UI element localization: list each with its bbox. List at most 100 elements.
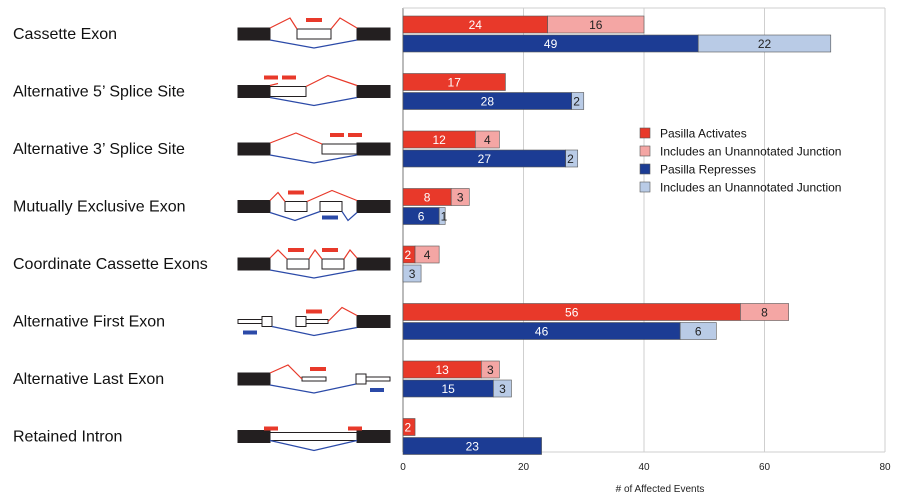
exclusion-junction bbox=[269, 210, 321, 222]
bar-value-label: 17 bbox=[448, 76, 462, 90]
x-axis: 0 20 40 60 80 # of Affected Events bbox=[400, 462, 891, 495]
bar-segment bbox=[402, 418, 416, 436]
bar-value-label: 23 bbox=[466, 440, 480, 454]
category-label: Retained Intron bbox=[13, 429, 122, 446]
bar-segment bbox=[565, 149, 579, 168]
exon-white bbox=[284, 201, 308, 212]
bar-segment bbox=[740, 303, 789, 321]
category-label: Alternative First Exon bbox=[13, 314, 165, 331]
category-label: Alternative 5’ Splice Site bbox=[13, 84, 185, 101]
bar-value-label: 3 bbox=[487, 363, 494, 377]
x-axis-title: # of Affected Events bbox=[616, 484, 705, 495]
bar-segment bbox=[474, 130, 500, 149]
exon-black bbox=[356, 142, 391, 156]
bar-value-label: 4 bbox=[424, 248, 431, 262]
legend-swatch bbox=[639, 145, 651, 157]
exon-black bbox=[356, 257, 391, 271]
bar-value-label: 3 bbox=[499, 382, 506, 396]
splicing-diagrams bbox=[237, 17, 391, 452]
exon-white bbox=[296, 28, 332, 40]
x-tick-label: 80 bbox=[879, 462, 891, 473]
red-marker bbox=[264, 426, 278, 431]
exon-white bbox=[286, 258, 310, 270]
bar-value-label: 6 bbox=[695, 325, 702, 339]
bar-value-label: 27 bbox=[478, 152, 492, 166]
red-marker bbox=[348, 426, 362, 431]
x-tick-label: 20 bbox=[518, 462, 530, 473]
blue-marker bbox=[243, 330, 257, 335]
inclusion-junction bbox=[269, 191, 286, 202]
bar-value-label: 13 bbox=[435, 363, 449, 377]
bar-segment bbox=[450, 188, 470, 206]
legend: Pasilla Activates Includes an Unannotated… bbox=[639, 127, 841, 195]
bar-segment bbox=[679, 322, 717, 340]
legend-label: Includes an Unannotated Junction bbox=[660, 181, 841, 195]
bar-value-label: 1 bbox=[441, 210, 448, 224]
red-marker bbox=[288, 248, 304, 252]
red-marker bbox=[288, 190, 304, 195]
bar-segment bbox=[547, 15, 645, 34]
bar-value-label: 56 bbox=[565, 306, 579, 320]
bar-value-label: 8 bbox=[424, 191, 431, 205]
red-marker bbox=[306, 309, 322, 314]
bar-value-label: 15 bbox=[442, 382, 456, 396]
legend-swatch bbox=[639, 181, 651, 193]
x-tick-label: 0 bbox=[400, 462, 406, 473]
exclusion-junction bbox=[271, 325, 358, 337]
exon-black bbox=[237, 27, 271, 41]
inclusion-junction bbox=[269, 132, 323, 145]
exon-white bbox=[301, 376, 327, 382]
legend-label: Pasilla Represses bbox=[660, 163, 756, 177]
exclusion-junction bbox=[341, 211, 358, 222]
exon-black bbox=[237, 200, 271, 213]
exon-white bbox=[237, 319, 263, 324]
exclusion-junction bbox=[269, 96, 358, 107]
legend-swatch bbox=[639, 127, 651, 139]
inclusion-junction bbox=[269, 249, 288, 260]
bar-value-label: 46 bbox=[535, 325, 549, 339]
legend-label: Includes an Unannotated Junction bbox=[660, 145, 841, 159]
exclusion-junction bbox=[269, 439, 358, 452]
exon-black bbox=[356, 200, 391, 213]
bar-value-label: 6 bbox=[418, 210, 425, 224]
inclusion-junction bbox=[269, 82, 279, 87]
exon-white bbox=[305, 319, 329, 324]
exon-white bbox=[321, 258, 345, 270]
red-marker bbox=[310, 367, 326, 371]
bar-value-label: 49 bbox=[544, 37, 558, 51]
bar-value-label: 2 bbox=[405, 421, 412, 435]
category-label: Alternative 3’ Splice Site bbox=[13, 141, 185, 158]
bar-value-label: 4 bbox=[484, 133, 491, 147]
inclusion-junction bbox=[305, 74, 358, 88]
bar-segment bbox=[414, 245, 440, 264]
exclusion-junction bbox=[269, 39, 358, 49]
category-label: Mutually Exclusive Exon bbox=[13, 199, 186, 216]
exon-black bbox=[237, 142, 271, 156]
inclusion-junction bbox=[269, 17, 298, 30]
bar-segment bbox=[697, 34, 832, 53]
bar-segment bbox=[438, 207, 446, 225]
exon-black bbox=[237, 430, 271, 443]
bar-value-label: 2 bbox=[405, 248, 412, 262]
inclusion-junction bbox=[306, 189, 358, 203]
legend-label: Pasilla Activates bbox=[660, 127, 747, 141]
x-tick-label: 60 bbox=[759, 462, 771, 473]
exon-white bbox=[261, 316, 273, 327]
exon-white bbox=[269, 432, 358, 441]
bar-segment bbox=[571, 92, 585, 110]
exon-white bbox=[295, 316, 307, 327]
exclusion-junction bbox=[269, 383, 357, 394]
exon-white bbox=[269, 86, 307, 97]
bar-value-label: 16 bbox=[589, 18, 603, 32]
exon-white bbox=[321, 143, 358, 155]
bar-value-label: 3 bbox=[409, 267, 416, 281]
bar-value-label: 3 bbox=[457, 191, 464, 205]
bar-value-label: 12 bbox=[432, 133, 446, 147]
category-label: Alternative Last Exon bbox=[13, 371, 164, 388]
legend-swatch bbox=[639, 163, 651, 175]
red-marker bbox=[322, 248, 338, 252]
bar-segment bbox=[402, 264, 422, 283]
red-marker bbox=[306, 18, 322, 22]
red-marker bbox=[348, 133, 362, 137]
